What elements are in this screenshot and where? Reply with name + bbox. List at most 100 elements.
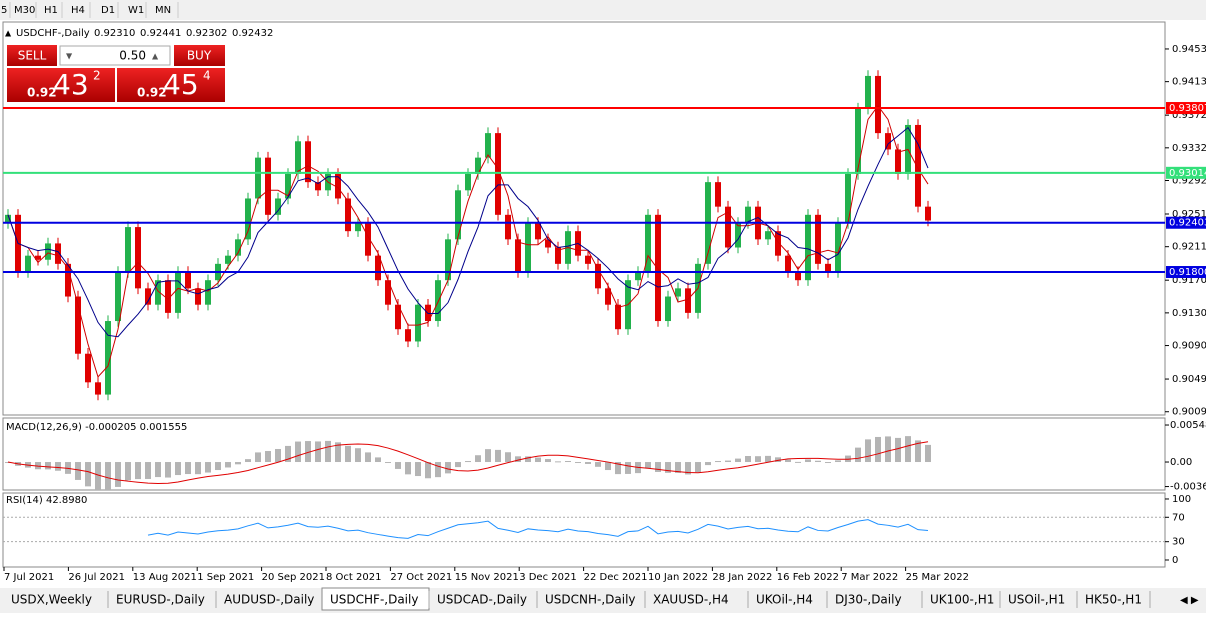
candle	[195, 288, 201, 305]
ask-box[interactable]	[117, 68, 225, 102]
timeframe-button[interactable]: 5	[1, 5, 7, 16]
macd-bar	[395, 462, 401, 469]
x-tick-label: 7 Jul 2021	[4, 572, 54, 583]
candle	[35, 255, 41, 260]
lot-value[interactable]: 0.50	[119, 49, 146, 63]
lot-up[interactable]: ▲	[152, 52, 159, 61]
ask-frac: 4	[203, 69, 211, 83]
sell-button[interactable]	[7, 45, 57, 66]
candle	[505, 214, 511, 240]
bid-pips: 43	[53, 68, 89, 101]
timeframe-button[interactable]: M30	[14, 5, 35, 16]
macd-bar	[835, 460, 841, 463]
candle	[125, 227, 131, 273]
candle	[5, 214, 11, 223]
tab[interactable]: DJ30-,Daily	[835, 593, 902, 607]
tab[interactable]: USDCAD-,Daily	[437, 593, 527, 607]
level-label-box	[1166, 216, 1206, 229]
candle	[865, 75, 871, 109]
candle	[685, 288, 691, 313]
tab[interactable]: USOil-,H1	[1008, 593, 1065, 607]
macd-bar	[75, 462, 81, 480]
candle	[115, 272, 121, 322]
candle	[145, 288, 151, 305]
candle	[475, 157, 481, 174]
tab[interactable]: AUDUSD-,Daily	[224, 593, 314, 607]
lot-down[interactable]: ▼	[66, 52, 73, 61]
y-tick-label: 30	[1172, 537, 1185, 548]
macd-bar	[695, 462, 701, 473]
timeframe-button[interactable]: H4	[71, 5, 85, 16]
tab[interactable]: USDX,Weekly	[11, 593, 92, 607]
tab[interactable]: UK100-,H1	[930, 593, 994, 607]
macd-bar	[915, 440, 921, 463]
candle	[675, 288, 681, 297]
candle	[655, 214, 661, 322]
rsi-panel	[2, 492, 1166, 568]
macd-bar	[135, 462, 141, 480]
macd-bar	[465, 461, 471, 463]
tab[interactable]: XAUUSD-,H4	[653, 593, 729, 607]
candle	[55, 243, 61, 264]
candle	[345, 198, 351, 232]
candle	[805, 214, 811, 281]
timeframe-button[interactable]: W1	[128, 5, 144, 16]
tab[interactable]: USDCHF-,Daily	[330, 593, 418, 607]
lot-input[interactable]	[59, 45, 171, 66]
sell-label[interactable]: SELL	[18, 49, 47, 63]
candle	[715, 182, 721, 207]
timeframe-button[interactable]: D1	[101, 5, 115, 16]
x-tick-label: 10 Jan 2022	[648, 572, 708, 583]
candle	[835, 222, 841, 273]
tab[interactable]: EURUSD-,Daily	[116, 593, 205, 607]
timeframe-button[interactable]: H1	[44, 5, 58, 16]
bid-frac: 2	[93, 69, 101, 83]
candle	[265, 157, 271, 215]
candle	[375, 255, 381, 281]
level-label-box	[1166, 102, 1206, 115]
buy-button[interactable]	[174, 45, 225, 66]
macd-bar	[785, 459, 791, 463]
bid-big: 0.92	[27, 86, 57, 100]
candle	[235, 239, 241, 256]
macd-bar	[815, 460, 821, 463]
timeframe-button[interactable]: MN	[155, 5, 171, 16]
macd-bar	[665, 462, 671, 473]
candle	[355, 222, 361, 232]
candle	[645, 214, 651, 273]
buy-label[interactable]: BUY	[187, 49, 212, 63]
macd-bar	[315, 441, 321, 463]
candle	[385, 280, 391, 305]
macd-bar	[205, 462, 211, 473]
tab[interactable]: UKOil-,H4	[756, 593, 813, 607]
candle	[85, 353, 91, 383]
macd-bar	[495, 449, 501, 463]
candle	[485, 133, 491, 158]
candle	[155, 280, 161, 305]
candle	[615, 304, 621, 330]
macd-bar	[215, 462, 221, 471]
candle	[525, 222, 531, 273]
bid-box[interactable]	[7, 68, 115, 102]
macd-bar	[95, 462, 101, 490]
y-tick-label: -0.00364	[1170, 482, 1206, 493]
candle	[725, 206, 731, 248]
ohlc-value: 0.92310	[94, 28, 135, 39]
tab[interactable]: USDCNH-,Daily	[545, 593, 636, 607]
scroll-arrows: ◀ ▶	[1180, 595, 1199, 606]
macd-bar	[195, 462, 201, 475]
candle	[65, 263, 71, 297]
macd-bar	[105, 462, 111, 490]
level-label-box	[1166, 166, 1206, 179]
tab[interactable]: HK50-,H1	[1085, 593, 1142, 607]
macd-bar	[575, 462, 581, 464]
x-tick-label: 13 Aug 2021	[133, 572, 197, 583]
x-tick-label: 3 Dec 2021	[519, 572, 577, 583]
